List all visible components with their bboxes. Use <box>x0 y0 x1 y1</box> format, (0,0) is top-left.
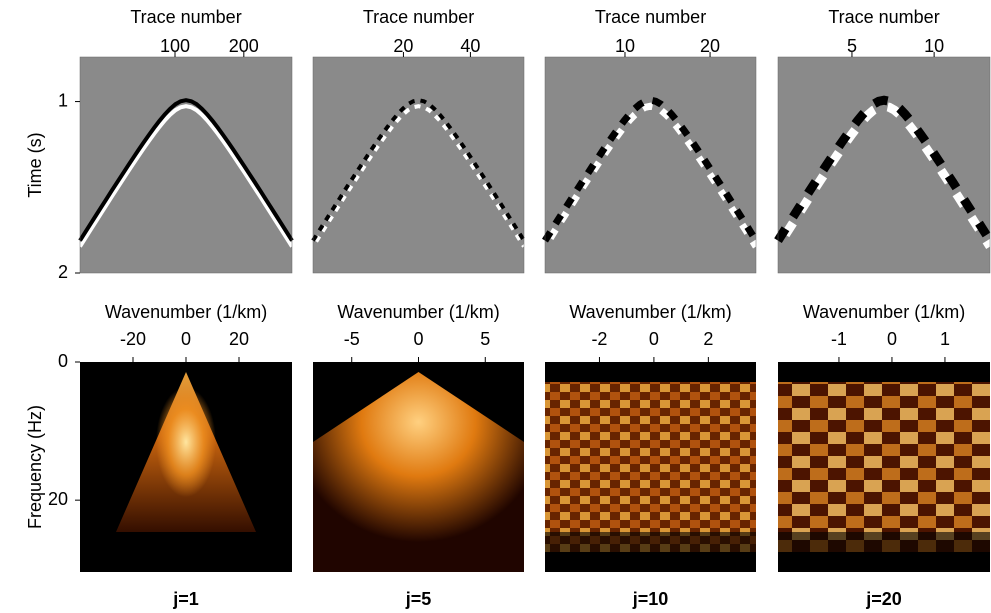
reflection-black <box>542 96 759 243</box>
reflection-white <box>78 104 294 248</box>
y-tick-label: 1 <box>58 90 68 110</box>
reflection-black <box>311 98 526 242</box>
seismic-image <box>80 57 292 273</box>
x-axis-label: Wavenumber (1/km) <box>337 302 499 322</box>
reflection-black <box>78 98 294 242</box>
x-axis-label: Wavenumber (1/km) <box>803 302 965 322</box>
x-tick-label: 0 <box>181 329 191 349</box>
panel-label: j=1 <box>172 589 199 609</box>
x-tick-label: 2 <box>703 329 713 349</box>
spectrum-fan <box>313 372 524 572</box>
x-tick-label: 200 <box>229 36 259 56</box>
spectrum-pattern <box>778 382 990 552</box>
reflection-black <box>774 95 991 244</box>
x-tick-label: -5 <box>344 329 360 349</box>
panel-frame <box>777 56 991 274</box>
x-tick-label: 5 <box>480 329 490 349</box>
reflection-white <box>311 104 526 248</box>
x-tick-label: 0 <box>413 329 423 349</box>
x-tick-label: 5 <box>847 36 857 56</box>
x-axis-label: Wavenumber (1/km) <box>569 302 731 322</box>
x-tick-label: 10 <box>924 36 944 56</box>
x-tick-label: 20 <box>700 36 720 56</box>
panel-label: j=10 <box>632 589 669 609</box>
x-axis-label: Trace number <box>828 7 939 27</box>
x-axis-label: Wavenumber (1/km) <box>105 302 267 322</box>
panel-frame <box>312 56 525 274</box>
freq-axis-label: Frequency (Hz) <box>25 405 45 529</box>
spectrum-fade <box>545 532 756 572</box>
x-tick-label: -1 <box>831 329 847 349</box>
seismic-image <box>313 57 524 273</box>
panel-frame <box>544 56 757 274</box>
x-axis-label: Trace number <box>595 7 706 27</box>
seismic-image <box>778 57 990 273</box>
x-tick-label: 20 <box>393 36 413 56</box>
x-tick-label: 10 <box>615 36 635 56</box>
seismic-image <box>545 57 756 273</box>
x-tick-label: -2 <box>591 329 607 349</box>
spectrum-pattern <box>545 382 756 552</box>
x-tick-label: 0 <box>887 329 897 349</box>
y-tick-label: 2 <box>58 262 68 282</box>
y-tick-label: 0 <box>58 351 68 371</box>
x-tick-label: 1 <box>940 329 950 349</box>
time-axis-label: Time (s) <box>25 132 45 197</box>
panel-label: j=20 <box>865 589 902 609</box>
spectrum-glow <box>156 387 216 497</box>
spectrum-fade <box>778 532 990 572</box>
panel-label: j=5 <box>405 589 432 609</box>
y-tick-label: 20 <box>48 489 68 509</box>
x-axis-label: Trace number <box>363 7 474 27</box>
x-tick-label: -20 <box>120 329 146 349</box>
x-tick-label: 0 <box>649 329 659 349</box>
reflection-white <box>542 102 759 249</box>
x-axis-label: Trace number <box>130 7 241 27</box>
panel-frame <box>79 56 293 274</box>
x-tick-label: 100 <box>160 36 190 56</box>
x-tick-label: 20 <box>229 329 249 349</box>
x-tick-label: 40 <box>460 36 480 56</box>
